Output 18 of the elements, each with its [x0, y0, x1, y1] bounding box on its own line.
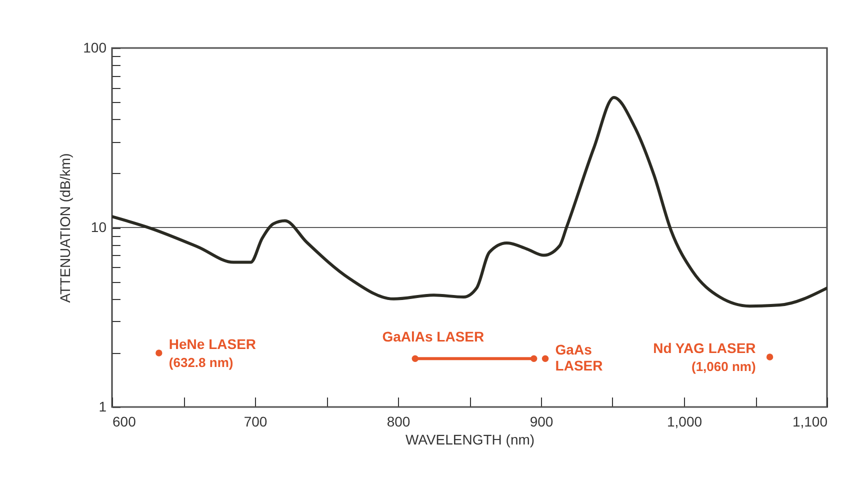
- x-tick-label: 800: [386, 414, 410, 430]
- y-tick-label: 1: [98, 398, 107, 414]
- y-axis-title: ATTENUATION (dB/km): [57, 153, 74, 303]
- annotation: (632.8 nm): [168, 354, 234, 370]
- series-label: GaAlAs LASER: [382, 328, 484, 345]
- x-tick-label: 700: [244, 414, 268, 430]
- x-tick-label: 600: [112, 414, 136, 430]
- series-label: GaAs LASER: [555, 342, 603, 374]
- x-tick-label: 1,100: [792, 414, 828, 430]
- series-label: Nd YAG LASER: [653, 340, 756, 356]
- x-tick-label: 900: [530, 414, 554, 430]
- x-tick-label: 1,000: [666, 414, 702, 430]
- y-tick-label: 10: [90, 219, 107, 235]
- line-series: [112, 96, 827, 308]
- y-tick-label: 100: [83, 40, 107, 56]
- series-label: HeNe LASER: [168, 336, 256, 352]
- x-axis-title: WAVELENGTH (nm): [405, 432, 535, 448]
- annotation: (1,060 nm): [691, 358, 756, 374]
